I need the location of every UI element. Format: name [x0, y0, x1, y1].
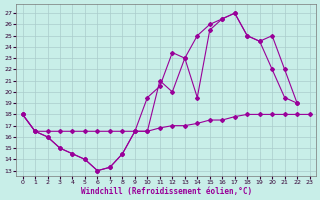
- X-axis label: Windchill (Refroidissement éolien,°C): Windchill (Refroidissement éolien,°C): [81, 187, 252, 196]
